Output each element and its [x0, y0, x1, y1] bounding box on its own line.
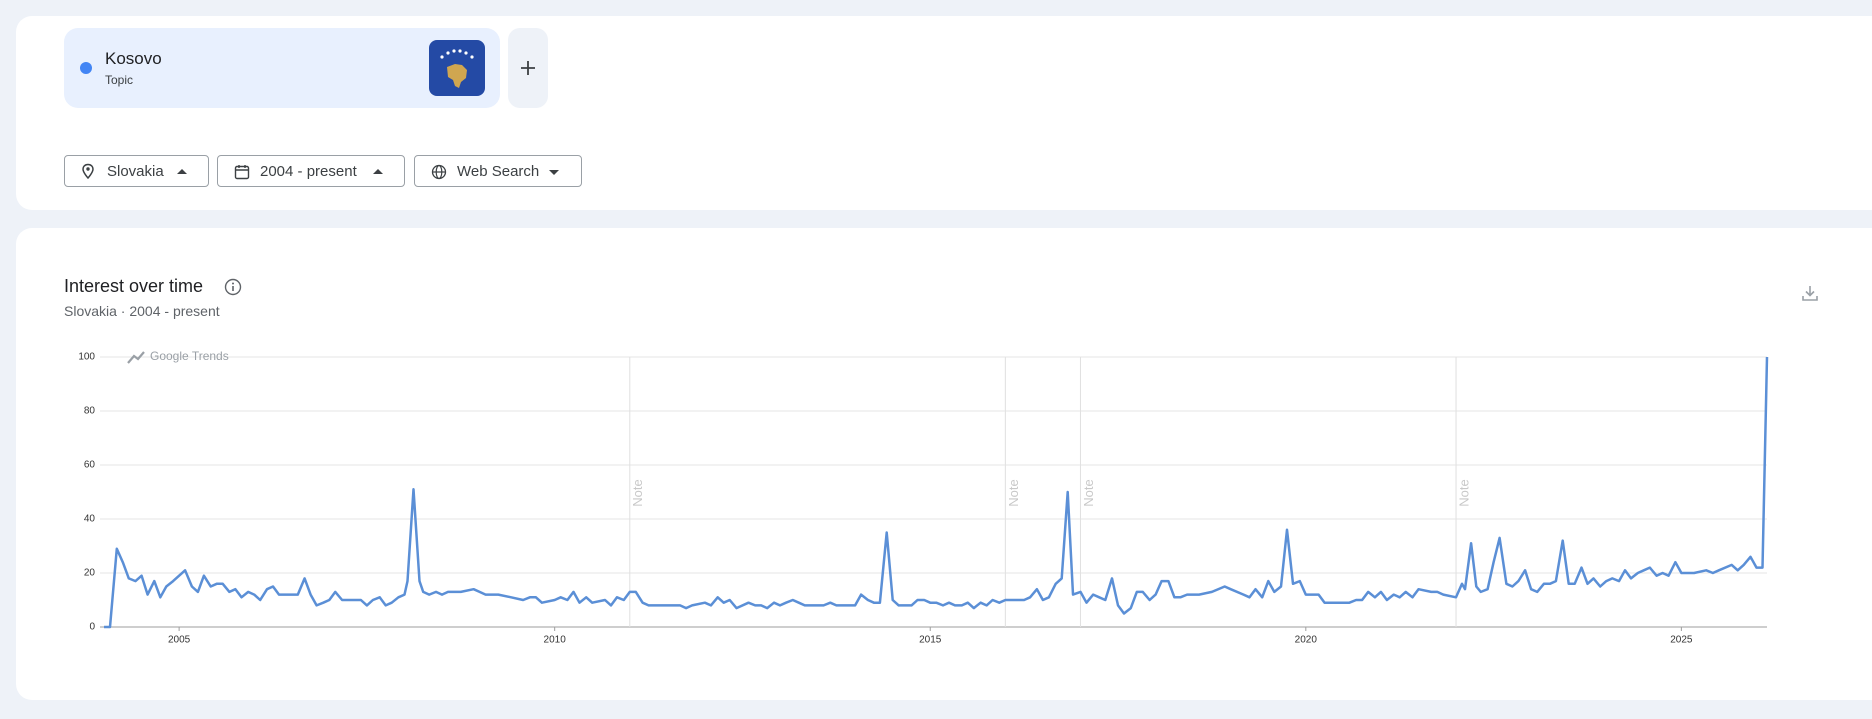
x-tick-label: 2015 — [919, 635, 942, 646]
topic-type: Topic — [105, 73, 134, 87]
time-filter[interactable]: 2004 - present — [217, 155, 405, 187]
globe-icon — [431, 164, 447, 180]
chart-subtitle: Slovakia · 2004 - present — [64, 303, 220, 319]
y-tick-label: 40 — [84, 514, 96, 525]
filter-label: Slovakia — [107, 163, 164, 180]
info-icon[interactable] — [224, 278, 242, 296]
x-tick-label: 2010 — [544, 635, 567, 646]
note-label: Note — [1006, 479, 1021, 506]
location-filter[interactable]: Slovakia — [64, 155, 209, 187]
watermark-text: Google Trends — [150, 349, 229, 363]
watermark: Google Trends — [127, 349, 229, 364]
chart-title: Interest over time — [64, 276, 204, 296]
topic-name: Kosovo — [105, 49, 162, 68]
x-tick-label: 2025 — [1670, 635, 1693, 646]
note-label: Note — [1081, 479, 1096, 506]
add-comparison[interactable] — [508, 28, 548, 108]
x-tick-label: 2005 — [168, 635, 191, 646]
y-tick-label: 20 — [84, 568, 96, 579]
y-tick-label: 100 — [78, 352, 95, 363]
filter-label: 2004 - present — [260, 163, 357, 180]
caret — [177, 169, 187, 174]
pin-icon — [82, 163, 94, 180]
flag-icon — [429, 40, 485, 96]
note-label: Note — [1456, 479, 1471, 506]
filter-label: Web Search — [457, 163, 540, 180]
download-icon[interactable] — [1801, 284, 1819, 302]
series-dot — [80, 62, 92, 74]
y-tick-label: 0 — [89, 622, 95, 633]
calendar-icon — [234, 165, 250, 180]
caret — [373, 169, 383, 174]
trend-line — [104, 356, 1769, 629]
caret — [549, 170, 559, 175]
property-filter[interactable]: Web Search — [414, 155, 582, 187]
y-tick-label: 60 — [84, 460, 96, 471]
note-label: Note — [630, 479, 645, 506]
chart-card — [16, 228, 1872, 700]
topic-chip[interactable]: Kosovo Topic — [64, 28, 500, 108]
x-tick-label: 2020 — [1295, 635, 1318, 646]
plus-icon — [521, 61, 535, 75]
y-tick-label: 80 — [84, 406, 96, 417]
